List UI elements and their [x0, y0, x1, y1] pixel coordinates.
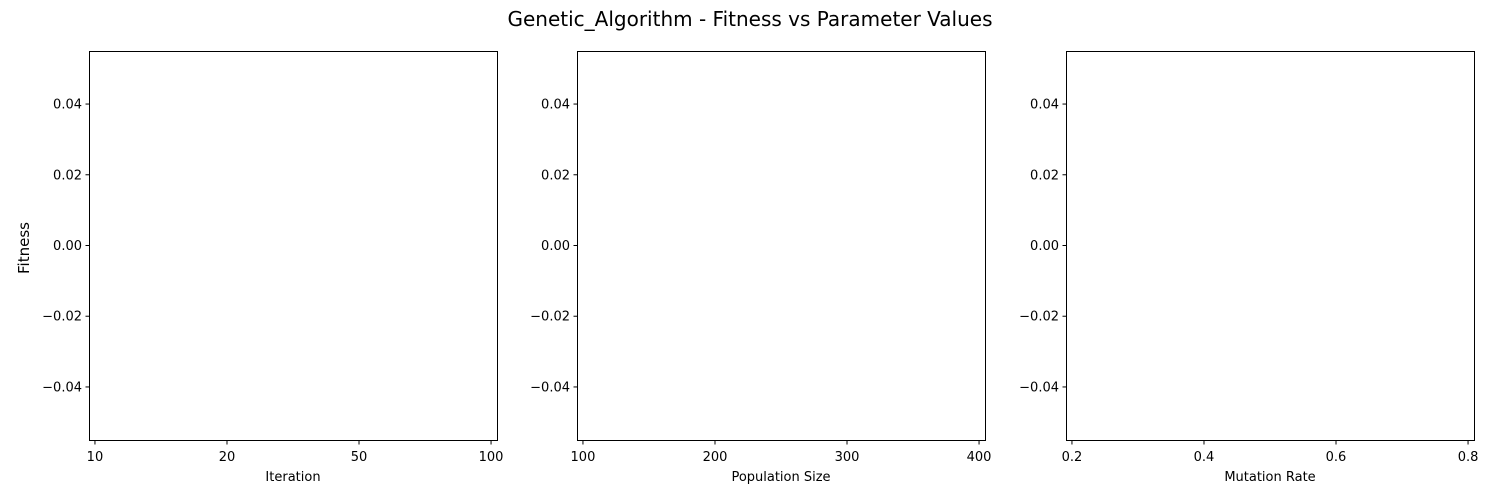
x-tick-label: 0.8: [1458, 450, 1479, 465]
x-tick-label: 20: [219, 450, 236, 465]
x-tick-label: 300: [835, 450, 860, 465]
x-tick-label: 10: [87, 450, 104, 465]
x-axis-label: Mutation Rate: [1224, 470, 1315, 485]
x-tick-label: 100: [571, 450, 596, 465]
x-tick-label: 100: [479, 450, 504, 465]
y-tick-label: 0.02: [1030, 168, 1059, 183]
y-tick-label: 0.00: [1030, 239, 1059, 254]
y-tick-label: 0.00: [541, 239, 570, 254]
x-tick-label: 0.4: [1194, 450, 1215, 465]
y-tick-label: 0.04: [1030, 98, 1059, 113]
y-tick-label: 0.02: [53, 168, 82, 183]
y-tick-label: 0.04: [53, 98, 82, 113]
y-tick-label: −0.02: [42, 310, 82, 325]
subplot-2: −0.04 −0.02 0.00 0.02 0.04 100 200 300 400 Popula…: [530, 51, 992, 485]
x-tick-label: 50: [351, 450, 368, 465]
plot-area-frame: [1066, 51, 1475, 441]
y-tick-label: −0.02: [530, 310, 570, 325]
plot-area-frame: [577, 51, 986, 441]
y-tick-label: 0.00: [53, 239, 82, 254]
figure-y-axis-label: Fitness: [15, 222, 33, 274]
subplot-1: −0.04 −0.02 0.00 0.02 0.04 10 20 50 100 Iteration: [42, 51, 504, 485]
y-tick-label: −0.04: [42, 380, 82, 395]
y-tick-label: −0.02: [1019, 310, 1059, 325]
x-tick-label: 400: [967, 450, 992, 465]
plot-area-frame: [89, 51, 498, 441]
x-tick-label: 0.6: [1326, 450, 1347, 465]
x-axis-label: Population Size: [731, 470, 830, 485]
x-axis-label: Iteration: [265, 470, 320, 485]
y-tick-label: 0.04: [541, 98, 570, 113]
y-tick-label: −0.04: [1019, 380, 1059, 395]
subplot-3: −0.04 −0.02 0.00 0.02 0.04 0.2 0.4 0.6 0.8 Mutati…: [1019, 51, 1479, 485]
subplot-panels: −0.04 −0.02 0.00 0.02 0.04 10 20 50 100 Iteration…: [42, 51, 1479, 485]
y-tick-label: 0.02: [541, 168, 570, 183]
y-tick-label: −0.04: [530, 380, 570, 395]
x-tick-label: 0.2: [1062, 450, 1083, 465]
figure-title: Genetic_Algorithm - Fitness vs Parameter…: [507, 7, 992, 31]
x-tick-label: 200: [703, 450, 728, 465]
